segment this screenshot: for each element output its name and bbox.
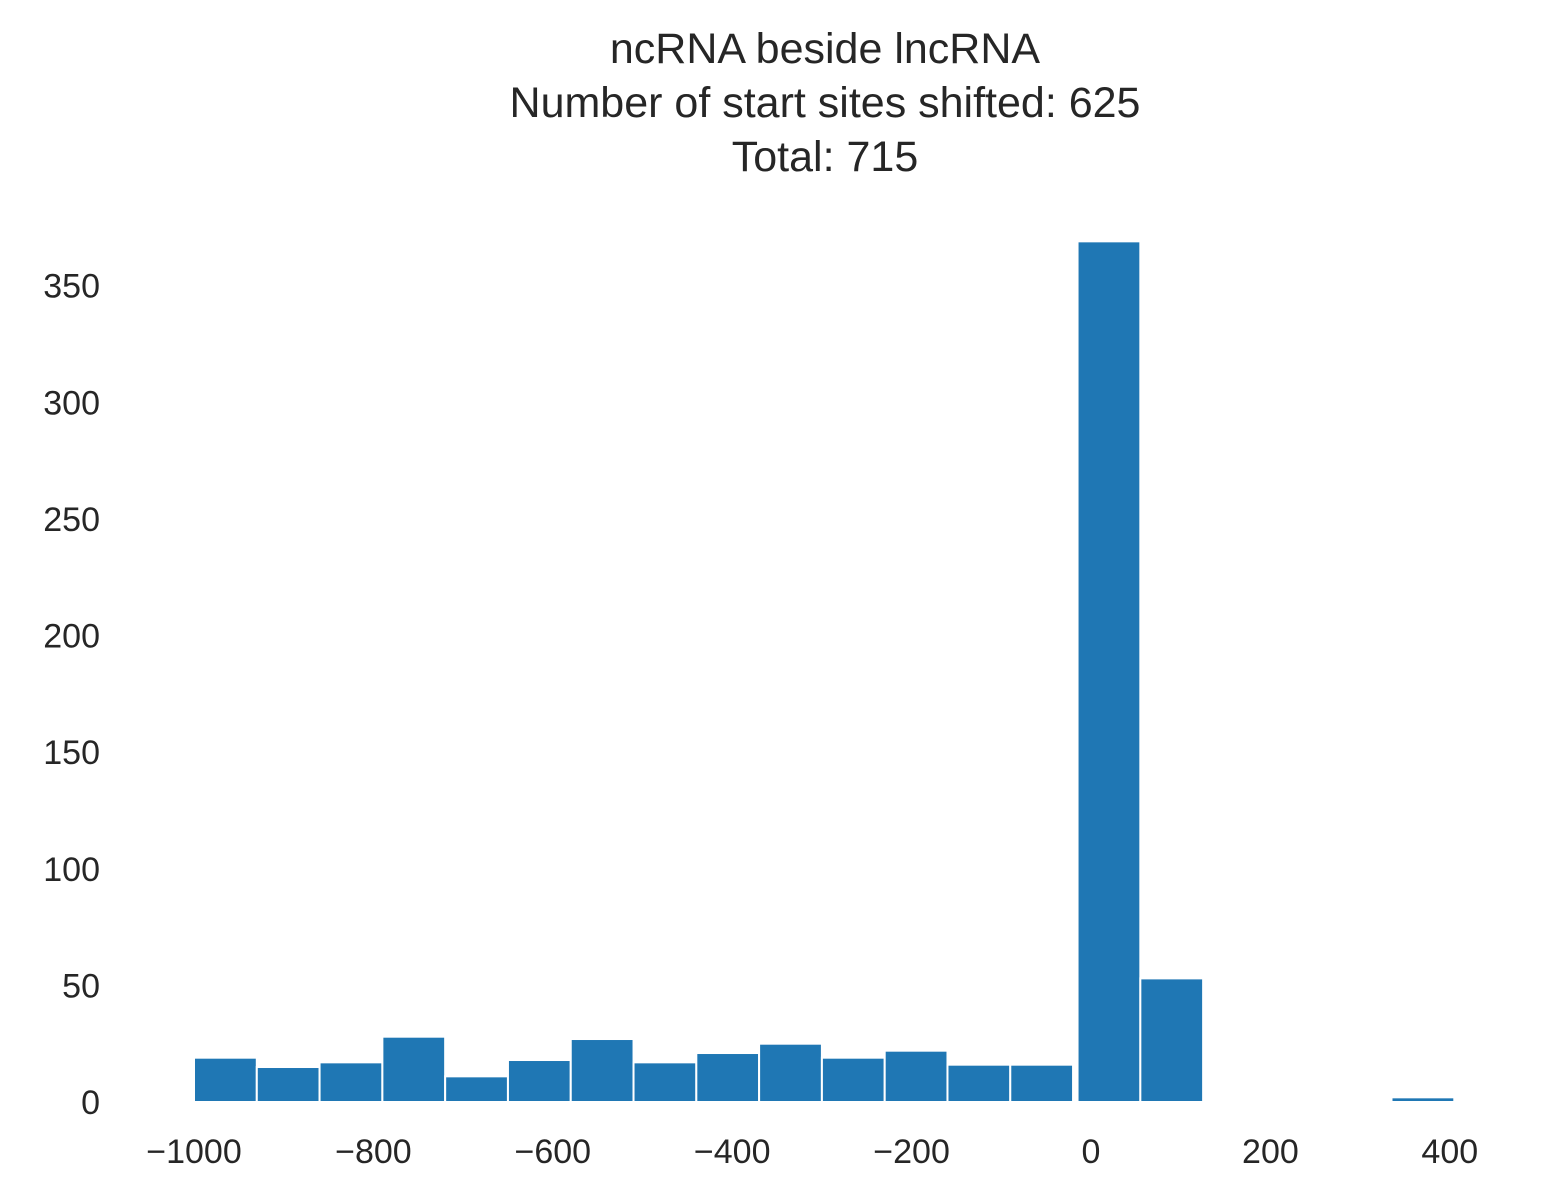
y-tick-label: 300 <box>43 384 100 422</box>
y-tick-label: 0 <box>81 1084 100 1122</box>
histogram-bar-2 <box>318 1061 384 1104</box>
x-tick-label: −1000 <box>146 1133 242 1171</box>
histogram-bar-4 <box>444 1075 509 1104</box>
bars-group <box>193 240 1456 1104</box>
y-tick-label: 250 <box>43 501 100 539</box>
chart-title-line-1: ncRNA beside lncRNA <box>609 25 1041 73</box>
histogram-bar-10 <box>820 1056 886 1104</box>
x-tick-label: 200 <box>1242 1133 1299 1171</box>
x-tick-label: −800 <box>335 1133 412 1171</box>
histogram-bar-1 <box>255 1066 321 1104</box>
x-tick-label: 0 <box>1082 1133 1101 1171</box>
histogram-bar-8 <box>695 1052 761 1104</box>
histogram-bar-3 <box>381 1035 447 1103</box>
histogram-bar-19 <box>1390 1096 1456 1104</box>
histogram-bar-14 <box>1076 240 1142 1103</box>
histogram-bar-17 <box>1264 1099 1330 1103</box>
x-axis-ticks: −1000 −800 −600 −400 −200 0 200 400 <box>146 1133 1478 1171</box>
histogram-bar-12 <box>946 1063 1012 1104</box>
histogram-bar-9 <box>758 1042 823 1103</box>
histogram-bar-13 <box>1009 1063 1075 1104</box>
y-tick-label: 150 <box>43 734 100 772</box>
x-tick-label: −200 <box>873 1133 950 1171</box>
x-tick-label: −400 <box>694 1133 771 1171</box>
histogram-bar-11 <box>883 1049 949 1104</box>
chart-title-line-3: Total: 715 <box>731 133 919 181</box>
x-tick-label: −600 <box>515 1133 592 1171</box>
y-tick-label: 50 <box>62 967 100 1005</box>
y-tick-label: 100 <box>43 851 100 889</box>
x-tick-label: 400 <box>1421 1133 1478 1171</box>
y-tick-label: 200 <box>43 618 100 656</box>
chart-title-line-2: Number of start sites shifted: 625 <box>509 79 1141 127</box>
histogram-bar-7 <box>632 1061 698 1104</box>
histogram-bar-5 <box>506 1059 572 1104</box>
y-axis-ticks: 0 50 100 150 200 250 300 350 <box>43 268 100 1122</box>
histogram-bar-0 <box>193 1056 258 1104</box>
histogram-bar-15 <box>1139 977 1205 1104</box>
y-tick-label: 350 <box>43 268 100 306</box>
histogram-bar-6 <box>569 1038 635 1103</box>
